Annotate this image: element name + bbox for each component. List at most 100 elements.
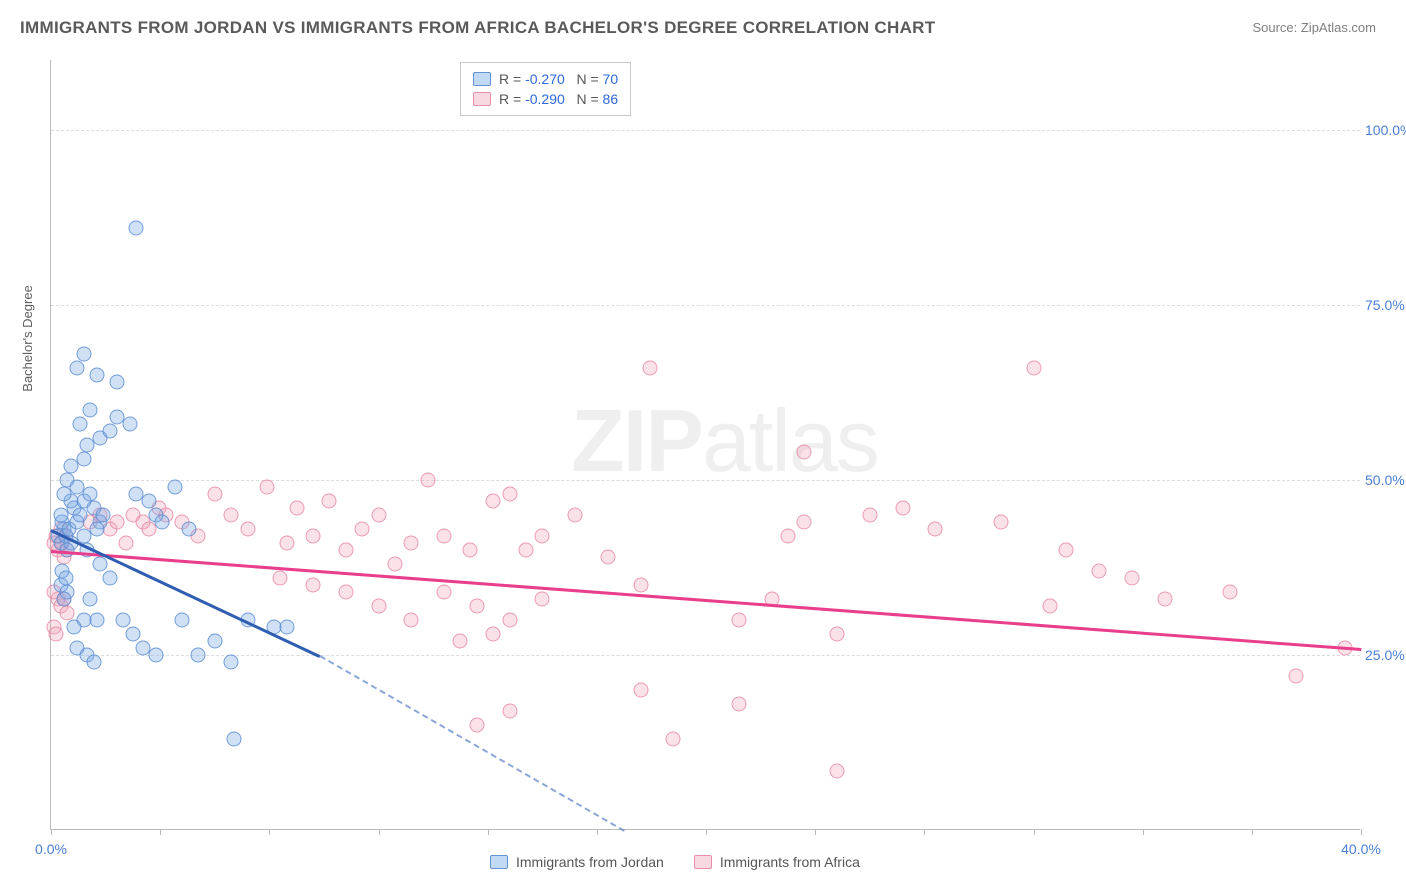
data-point (633, 578, 648, 593)
scatter-plot-area: ZIPatlas 25.0%50.0%75.0%100.0%0.0%40.0% (50, 60, 1360, 830)
x-tick-label: 0.0% (35, 841, 67, 857)
x-tick (269, 829, 270, 835)
data-point (731, 613, 746, 628)
data-point (780, 529, 795, 544)
legend-swatch (473, 92, 491, 106)
data-point (93, 557, 108, 572)
data-point (60, 585, 75, 600)
data-point (260, 480, 275, 495)
data-point (289, 501, 304, 516)
data-point (109, 515, 124, 530)
data-point (240, 522, 255, 537)
legend-swatch (473, 72, 491, 86)
y-tick-label: 75.0% (1365, 297, 1406, 313)
data-point (437, 529, 452, 544)
data-point (155, 515, 170, 530)
data-point (338, 585, 353, 600)
data-point (83, 403, 98, 418)
data-point (1059, 543, 1074, 558)
data-point (148, 648, 163, 663)
data-point (279, 620, 294, 635)
y-tick-label: 100.0% (1365, 122, 1406, 138)
x-tick-label: 40.0% (1341, 841, 1381, 857)
data-point (469, 718, 484, 733)
chart-title: IMMIGRANTS FROM JORDAN VS IMMIGRANTS FRO… (20, 18, 935, 38)
data-point (125, 627, 140, 642)
data-point (1124, 571, 1139, 586)
data-point (191, 648, 206, 663)
data-point (338, 543, 353, 558)
data-point (797, 445, 812, 460)
data-point (102, 424, 117, 439)
legend-swatch-blue (490, 855, 508, 869)
y-tick-label: 50.0% (1365, 472, 1406, 488)
grid-line (51, 130, 1360, 131)
source-label: Source: (1252, 20, 1300, 35)
data-point (387, 557, 402, 572)
series-legend: Immigrants from Jordan Immigrants from A… (490, 854, 860, 870)
data-point (502, 613, 517, 628)
data-point (895, 501, 910, 516)
x-tick (1252, 829, 1253, 835)
data-point (568, 508, 583, 523)
data-point (224, 508, 239, 523)
data-point (102, 571, 117, 586)
legend-stat-row: R = -0.290 N = 86 (473, 89, 618, 109)
x-tick (160, 829, 161, 835)
data-point (60, 606, 75, 621)
x-tick (51, 829, 52, 835)
legend-label-africa: Immigrants from Africa (720, 854, 860, 870)
x-tick (1361, 829, 1362, 835)
data-point (862, 508, 877, 523)
data-point (830, 763, 845, 778)
y-axis-title: Bachelor's Degree (20, 285, 35, 392)
x-tick (706, 829, 707, 835)
data-point (404, 536, 419, 551)
watermark: ZIPatlas (571, 390, 878, 492)
x-tick (1143, 829, 1144, 835)
data-point (207, 634, 222, 649)
data-point (70, 361, 85, 376)
data-point (404, 613, 419, 628)
data-point (535, 529, 550, 544)
data-point (83, 592, 98, 607)
data-point (279, 536, 294, 551)
data-point (83, 487, 98, 502)
data-point (306, 578, 321, 593)
data-point (142, 494, 157, 509)
data-point (66, 620, 81, 635)
legend-stat-text: R = -0.290 N = 86 (499, 91, 618, 107)
data-point (116, 613, 131, 628)
data-point (1026, 361, 1041, 376)
legend-item-africa: Immigrants from Africa (694, 854, 860, 870)
data-point (89, 613, 104, 628)
data-point (371, 508, 386, 523)
trend-line (319, 655, 625, 832)
data-point (502, 704, 517, 719)
data-point (227, 732, 242, 747)
data-point (89, 368, 104, 383)
data-point (181, 522, 196, 537)
data-point (273, 571, 288, 586)
data-point (355, 522, 370, 537)
data-point (122, 417, 137, 432)
data-point (224, 655, 239, 670)
data-point (207, 487, 222, 502)
data-point (535, 592, 550, 607)
legend-swatch-pink (694, 855, 712, 869)
source-attribution: Source: ZipAtlas.com (1252, 20, 1376, 35)
data-point (58, 571, 73, 586)
source-name: ZipAtlas.com (1301, 20, 1376, 35)
x-tick (924, 829, 925, 835)
data-point (600, 550, 615, 565)
data-point (175, 613, 190, 628)
data-point (1092, 564, 1107, 579)
data-point (129, 221, 144, 236)
x-tick (815, 829, 816, 835)
data-point (437, 585, 452, 600)
data-point (86, 655, 101, 670)
grid-line (51, 305, 1360, 306)
data-point (797, 515, 812, 530)
data-point (463, 543, 478, 558)
legend-label-jordan: Immigrants from Jordan (516, 854, 664, 870)
